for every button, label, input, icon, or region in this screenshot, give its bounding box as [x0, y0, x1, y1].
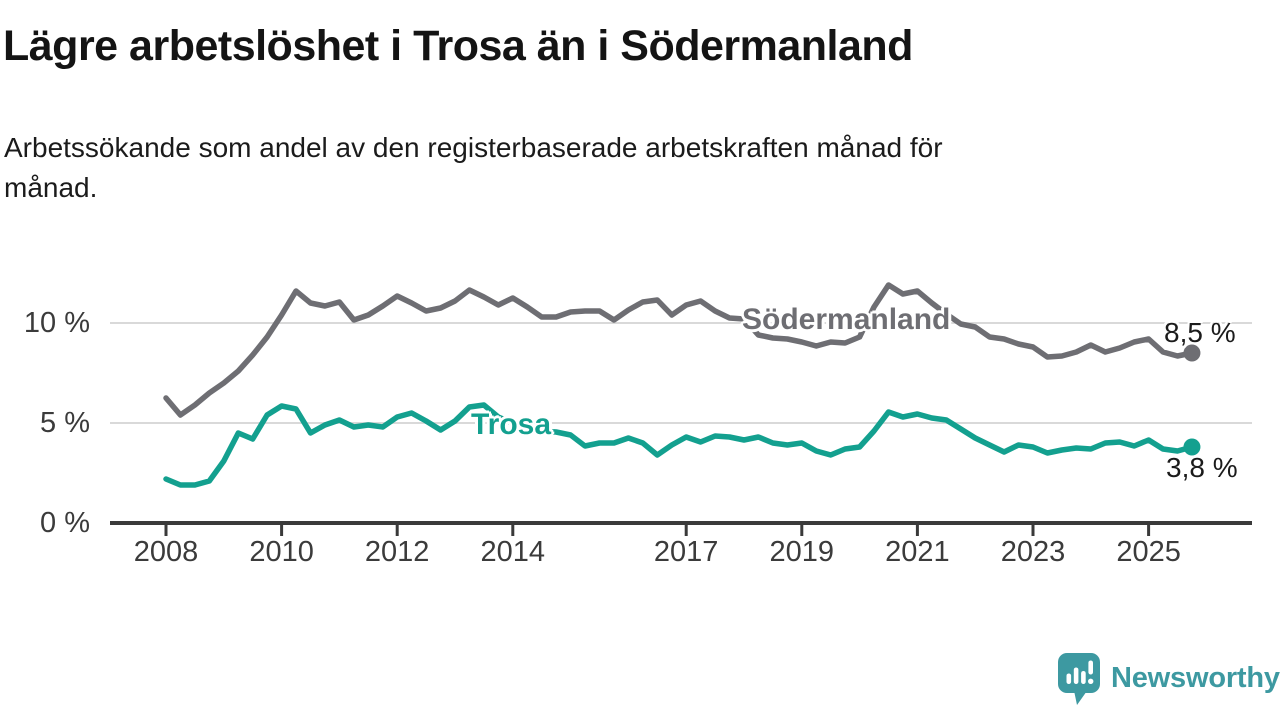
x-tick-label: 2008	[133, 536, 199, 568]
logo-bubble-shape	[1058, 652, 1100, 705]
x-tick-label: 2023	[1000, 536, 1066, 568]
logo-bar-1	[1066, 673, 1072, 684]
page-title: Lägre arbetslöshet i Trosa än i Söderman…	[3, 22, 913, 70]
x-tick-label: 2014	[480, 536, 546, 568]
y-tick-label: 5 %	[40, 407, 90, 439]
logo-exclamation-bar	[1088, 660, 1093, 674]
end-value-label-trosa: 3,8 %	[1166, 452, 1238, 483]
series-end-dot-södermanland	[1183, 344, 1201, 362]
x-tick-label: 2019	[769, 536, 835, 568]
newsworthy-logo-icon	[1058, 652, 1100, 705]
series-label-trosa: Trosa	[471, 408, 552, 441]
newsworthy-logo: Newsworthy	[1057, 651, 1280, 706]
logo-bar-3	[1081, 670, 1086, 684]
y-tick-label: 0 %	[40, 507, 90, 539]
subtitle-line-2: månad.	[4, 172, 98, 203]
end-value-label-sodermanland: 8,5 %	[1164, 317, 1236, 348]
x-tick-label: 2025	[1116, 536, 1181, 568]
series-line-trosa	[163, 402, 1195, 488]
series-line-södermanland	[163, 282, 1195, 418]
x-tick-label: 2021	[885, 536, 950, 568]
y-tick-label: 10 %	[23, 307, 90, 339]
x-tick-label: 2012	[364, 536, 430, 568]
subtitle-line-1: Arbetssökande som andel av den registerb…	[4, 132, 943, 163]
series-end-dot-trosa	[1183, 438, 1201, 456]
newsworthy-logo-text: Newsworthy	[1111, 662, 1280, 694]
chart-subtitle: Arbetssökande som andel av den registerb…	[4, 128, 943, 208]
x-tick-label: 2010	[249, 536, 314, 568]
x-tick-label: 2017	[653, 536, 719, 568]
series-label-sodermanland: Södermanland	[742, 303, 951, 336]
logo-bar-2	[1073, 667, 1079, 684]
logo-exclamation-dot	[1088, 678, 1094, 684]
